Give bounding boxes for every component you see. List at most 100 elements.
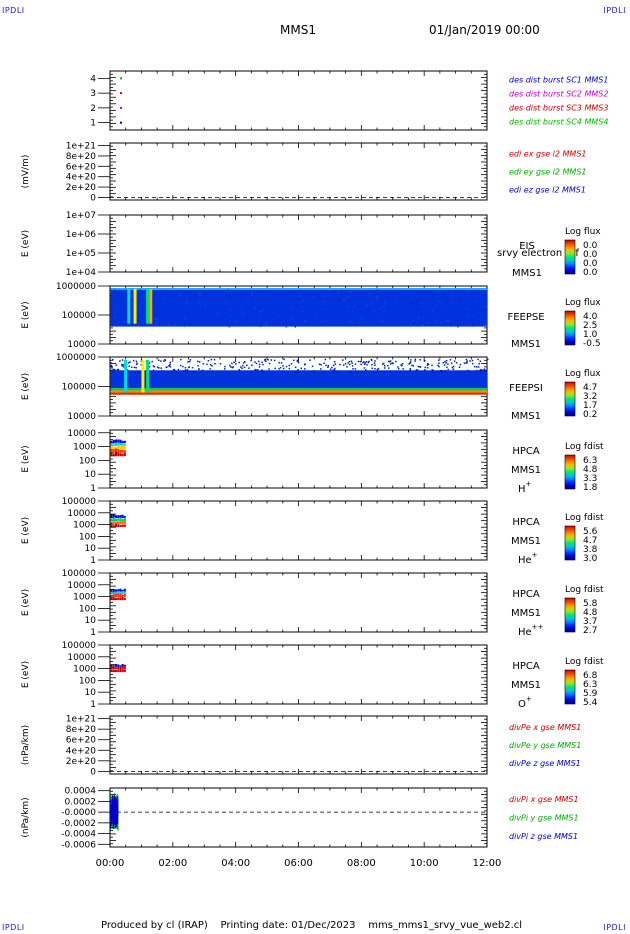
panel-frame bbox=[109, 572, 488, 633]
footer-printing-date: Printing date: 01/Dec/2023 bbox=[220, 920, 356, 931]
spectrogram-pixel bbox=[419, 359, 421, 361]
spectrogram-pixel bbox=[458, 366, 461, 369]
spectrogram-pixel bbox=[389, 360, 392, 362]
spectrogram-pixel bbox=[467, 290, 470, 292]
spectrogram-pixel bbox=[401, 362, 404, 365]
spectrogram-pixel bbox=[427, 316, 429, 318]
spectrogram-pixel bbox=[337, 371, 339, 373]
spectrogram-pixel bbox=[357, 360, 360, 363]
spectrogram-pixel bbox=[112, 439, 115, 444]
spectrogram-pixel bbox=[239, 301, 242, 303]
spectrogram-pixel bbox=[395, 360, 397, 363]
spectrogram-pixel bbox=[115, 448, 118, 453]
spectrogram-pixel bbox=[115, 442, 118, 446]
spectrogram-pixel bbox=[381, 363, 384, 365]
spectrogram-pixel bbox=[300, 367, 303, 370]
spectrogram-pixel bbox=[416, 302, 418, 304]
spectrogram-pixel bbox=[229, 315, 232, 317]
spectrogram-pixel bbox=[257, 369, 259, 371]
spectrogram-band bbox=[110, 390, 488, 394]
spectrogram-pixel bbox=[296, 360, 298, 362]
spectrogram-pixel bbox=[442, 294, 445, 296]
y-tick-label: 1e+07 bbox=[66, 211, 96, 221]
spectrogram-pixel bbox=[119, 453, 122, 457]
colorbar-tick-label: 6.3 bbox=[583, 680, 597, 690]
spectrogram-pixel bbox=[164, 358, 166, 361]
spectrogram-pixel bbox=[121, 445, 124, 450]
spectrogram-pixel bbox=[473, 365, 476, 368]
colorbar-tick-label: 0.0 bbox=[583, 259, 598, 269]
spectrogram-pixel bbox=[365, 307, 368, 309]
spectrogram-pixel bbox=[374, 360, 376, 362]
spectrogram-pixel bbox=[448, 320, 450, 322]
spectrogram-pixel bbox=[477, 358, 479, 361]
legend-entry: divPe z gse MMS1 bbox=[509, 759, 581, 768]
legend-entry: divPi y gse MMS1 bbox=[509, 814, 579, 823]
panel-frame bbox=[109, 715, 488, 775]
spectrogram-pixel bbox=[182, 370, 185, 372]
spectrogram-pixel bbox=[435, 302, 437, 304]
panel-frame bbox=[109, 500, 488, 561]
spectrogram-pixel bbox=[273, 324, 275, 326]
spectrogram-pixel bbox=[119, 443, 122, 446]
spectrogram-pixel bbox=[275, 308, 277, 310]
spectrogram-pixel bbox=[412, 295, 414, 297]
spectrogram-pixel bbox=[463, 362, 466, 365]
corner-logo-top-left: IPDLI bbox=[2, 6, 25, 15]
spectrogram-pixel bbox=[152, 369, 155, 371]
spectrogram-pixel bbox=[121, 443, 124, 446]
spectrogram-pixel bbox=[219, 362, 222, 365]
spectrogram-pixel bbox=[110, 594, 113, 598]
spectrogram-pixel bbox=[367, 361, 370, 364]
spectrogram-pixel bbox=[121, 524, 124, 527]
y-axis-label: (nPa/km) bbox=[21, 725, 31, 765]
spectrogram-pixel bbox=[278, 361, 280, 364]
spectrogram-pixel bbox=[439, 369, 442, 372]
spectrogram-pixel bbox=[466, 360, 468, 363]
spectrogram-pixel bbox=[432, 371, 434, 374]
spectrogram-pixel bbox=[254, 368, 256, 371]
spectrogram-pixel bbox=[111, 367, 113, 369]
spectrogram-pixel bbox=[464, 370, 466, 373]
spectrogram-pixel bbox=[248, 367, 250, 369]
spectrogram-pixel bbox=[286, 296, 288, 298]
spacecraft-label: MMS1 bbox=[512, 268, 542, 279]
spectrogram-pixel bbox=[188, 317, 190, 319]
species-label: H+ bbox=[518, 480, 532, 495]
spectrogram-pixel bbox=[374, 364, 376, 366]
spectrogram-pixel bbox=[459, 371, 461, 373]
spectrogram-pixel bbox=[233, 361, 235, 364]
spectrogram-pixel bbox=[426, 364, 429, 367]
spectrogram-pixel bbox=[409, 368, 412, 370]
y-tick-label: 4e+20 bbox=[66, 173, 97, 183]
spectrogram-pixel bbox=[315, 312, 317, 314]
instrument-label: HPCA bbox=[512, 446, 540, 457]
spectrogram-pixel bbox=[282, 365, 284, 367]
colorbar-title: Log flux bbox=[565, 298, 601, 308]
y-tick-label: 10000 bbox=[67, 653, 96, 663]
colorbar-tick-label: 3.8 bbox=[583, 545, 598, 555]
spectrogram-pixel bbox=[119, 524, 122, 527]
y-tick-label: 6e+20 bbox=[66, 162, 97, 172]
spectrogram-pixel bbox=[270, 359, 273, 361]
spectrogram-pixel bbox=[371, 359, 373, 361]
spectrogram-pixel bbox=[198, 301, 201, 303]
spectrogram-pixel bbox=[347, 305, 350, 307]
spectrogram-pixel bbox=[188, 366, 190, 368]
y-tick-label: 1e+21 bbox=[66, 142, 96, 152]
y-tick-label: 1 bbox=[90, 628, 96, 638]
spectrogram-pixel bbox=[121, 514, 124, 519]
spectrogram-pixel bbox=[471, 359, 474, 362]
spectrogram-pixel bbox=[387, 360, 390, 363]
spectrogram-pixel bbox=[352, 368, 354, 370]
spectrogram-pixel bbox=[468, 315, 471, 317]
spectrogram-pixel bbox=[123, 366, 125, 368]
spectrogram-band bbox=[110, 387, 488, 391]
spectrogram-pixel bbox=[279, 366, 282, 369]
spectrogram-pixel bbox=[257, 360, 260, 363]
y-tick-label: 8e+20 bbox=[66, 152, 97, 162]
spacecraft-label: MMS1 bbox=[511, 608, 541, 619]
spectrogram-pixel bbox=[121, 363, 123, 366]
spectrogram-pixel bbox=[129, 361, 131, 363]
spectrogram-pixel bbox=[117, 589, 120, 592]
